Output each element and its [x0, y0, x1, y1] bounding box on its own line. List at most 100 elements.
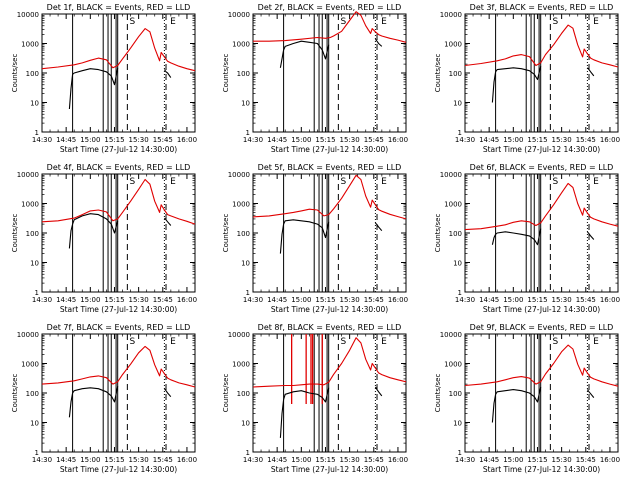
x-axis-label: Start Time (27-Jul-12 14:30:00) — [60, 305, 177, 314]
marker-label-start: S — [552, 17, 558, 27]
x-tick-label: 15:30 — [552, 296, 572, 304]
x-tick-label: 16:00 — [388, 136, 408, 144]
x-tick-label: 15:00 — [291, 296, 311, 304]
y-tick-label: 10000 — [440, 171, 462, 179]
x-tick-label: 14:30 — [243, 136, 263, 144]
chart-title: Det 4f, BLACK = Events, RED = LLD — [47, 163, 191, 172]
x-tick-label: 15:15 — [527, 136, 547, 144]
marker-label-end: E — [381, 17, 387, 27]
y-axis-label: Counts/sec — [434, 54, 442, 93]
x-tick-label: 14:30 — [32, 296, 52, 304]
chart-panel-8: Det 8f, BLACK = Events, RED = LLD 1 10 100 1… — [222, 323, 408, 474]
chart-title: Det 8f, BLACK = Events, RED = LLD — [258, 323, 402, 332]
events-series-line — [586, 389, 595, 398]
x-tick-label: 16:00 — [388, 456, 408, 464]
x-tick-label: 14:30 — [243, 296, 263, 304]
x-tick-label: 15:30 — [129, 456, 149, 464]
x-tick-label: 15:00 — [291, 136, 311, 144]
events-series-line — [374, 38, 383, 47]
x-tick-label: 16:00 — [600, 296, 620, 304]
y-tick-label: 10 — [30, 420, 39, 428]
chart-panel-1: Det 1f, BLACK = Events, RED = LLD 1 10 100 1… — [11, 3, 197, 154]
y-tick-label: 1 — [458, 449, 462, 457]
x-tick-label: 15:15 — [527, 456, 547, 464]
marker-label-start: S — [552, 337, 558, 347]
marker-label-end: E — [593, 17, 599, 27]
y-axis-label: Counts/sec — [11, 374, 19, 413]
x-tick-label: 15:00 — [80, 296, 100, 304]
x-tick-label: 15:15 — [315, 136, 335, 144]
chart-panel-5: Det 5f, BLACK = Events, RED = LLD 1 10 100 1… — [222, 163, 408, 314]
y-tick-label: 100 — [26, 230, 39, 238]
marker-label-end: E — [381, 337, 387, 347]
x-tick-label: 15:30 — [340, 456, 360, 464]
events-series-line — [163, 388, 172, 398]
y-tick-label: 10 — [453, 100, 462, 108]
events-series-line — [491, 228, 542, 246]
marker-label-end: E — [170, 177, 176, 187]
x-tick-label: 14:45 — [479, 456, 499, 464]
y-tick-label: 100 — [237, 390, 250, 398]
y-tick-label: 10000 — [440, 11, 462, 19]
chart-panel-9: Det 9f, BLACK = Events, RED = LLD 1 10 100 1… — [434, 323, 620, 474]
x-axis-label: Start Time (27-Jul-12 14:30:00) — [483, 145, 600, 154]
x-axis-label: Start Time (27-Jul-12 14:30:00) — [60, 465, 177, 474]
y-axis-label: Counts/sec — [222, 214, 230, 253]
y-tick-label: 10000 — [228, 331, 250, 339]
x-tick-label: 15:45 — [576, 456, 596, 464]
x-tick-label: 14:45 — [479, 136, 499, 144]
y-tick-label: 1000 — [444, 41, 462, 49]
plot-frame — [464, 13, 619, 133]
x-tick-label: 15:00 — [503, 136, 523, 144]
x-tick-label: 15:15 — [104, 136, 124, 144]
y-axis-label: Counts/sec — [222, 374, 230, 413]
lld-series-line — [41, 28, 196, 72]
x-tick-label: 15:30 — [129, 136, 149, 144]
chart-title: Det 2f, BLACK = Events, RED = LLD — [258, 3, 402, 12]
x-tick-label: 14:30 — [32, 456, 52, 464]
plot-frame — [464, 333, 619, 453]
x-tick-label: 15:45 — [153, 456, 173, 464]
x-tick-label: 15:30 — [340, 296, 360, 304]
marker-label-start: S — [129, 177, 135, 187]
chart-panel-6: Det 6f, BLACK = Events, RED = LLD 1 10 100 1… — [434, 163, 620, 314]
plot-frame — [252, 173, 407, 293]
y-tick-label: 1 — [246, 449, 250, 457]
y-tick-label: 10 — [241, 420, 250, 428]
lld-series-line — [464, 182, 619, 231]
y-tick-label: 1000 — [232, 201, 250, 209]
x-tick-label: 15:00 — [503, 296, 523, 304]
x-tick-label: 16:00 — [177, 136, 197, 144]
y-tick-label: 10 — [241, 260, 250, 268]
plot-frame — [41, 13, 196, 133]
events-series-line — [491, 386, 542, 423]
events-series-line — [586, 231, 595, 240]
y-tick-label: 1 — [246, 289, 250, 297]
y-tick-label: 1000 — [444, 201, 462, 209]
x-tick-label: 14:45 — [479, 296, 499, 304]
y-tick-label: 10 — [241, 100, 250, 108]
x-tick-label: 14:45 — [267, 136, 287, 144]
x-tick-label: 15:45 — [153, 136, 173, 144]
lld-series-line — [41, 178, 196, 225]
marker-label-end: E — [170, 17, 176, 27]
plot-frame — [464, 173, 619, 293]
y-tick-label: 100 — [449, 230, 462, 238]
x-tick-label: 14:45 — [267, 296, 287, 304]
y-tick-label: 10 — [30, 260, 39, 268]
x-tick-label: 15:45 — [576, 296, 596, 304]
y-tick-label: 10000 — [440, 331, 462, 339]
y-tick-label: 1000 — [21, 41, 39, 49]
x-tick-label: 16:00 — [388, 296, 408, 304]
x-tick-label: 15:15 — [104, 456, 124, 464]
lld-series-line — [41, 345, 196, 388]
x-axis-label: Start Time (27-Jul-12 14:30:00) — [271, 305, 388, 314]
events-series-line — [491, 66, 542, 103]
chart-panel-4: Det 4f, BLACK = Events, RED = LLD 1 10 100 1… — [11, 163, 197, 314]
x-tick-label: 15:30 — [552, 136, 572, 144]
x-tick-label: 14:30 — [455, 136, 475, 144]
y-axis-label: Counts/sec — [11, 214, 19, 253]
events-series-line — [163, 69, 172, 78]
x-tick-label: 15:45 — [364, 296, 384, 304]
